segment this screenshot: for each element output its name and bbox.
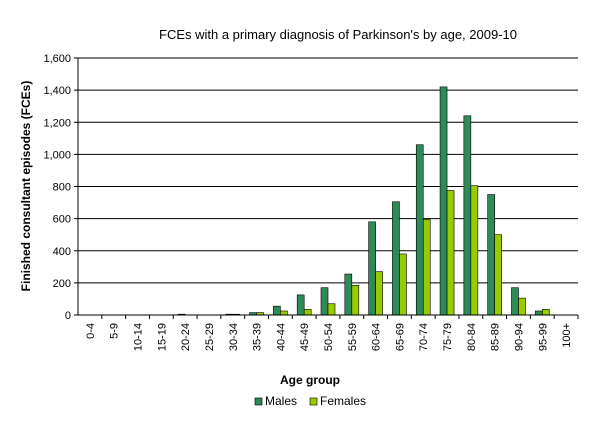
bar-females-85-89 (494, 234, 502, 316)
bar-males-45-49 (296, 294, 305, 316)
legend-label-females: Females (320, 394, 366, 408)
bar-females-80-84 (470, 185, 479, 316)
chart-title: FCEs with a primary diagnosis of Parkins… (159, 27, 517, 42)
y-tick-label: 1,400 (43, 85, 71, 97)
bar-males-50-54 (320, 287, 329, 316)
x-tick-label: 5-9 (109, 323, 121, 339)
y-tick-labels: 0 200 400 600 800 1,000 1,200 1,400 1,600 (43, 53, 71, 322)
bar-females-70-74 (422, 219, 431, 316)
x-tick-label: 35-39 (252, 323, 264, 351)
x-tick-label: 45-49 (299, 323, 311, 351)
x-tick-label: 60-64 (371, 323, 383, 351)
bar-males-85-89 (487, 194, 495, 316)
x-tick-label: 30-34 (228, 323, 240, 351)
bar-males-70-74 (415, 144, 424, 316)
x-tick-label: 90-94 (513, 323, 525, 351)
gridlines (78, 57, 578, 284)
y-tick-label: 800 (53, 182, 71, 194)
bar-females-90-94 (518, 297, 526, 316)
y-axis-title: Finished consultant episodes (FCEs) (19, 81, 33, 292)
y-tick-label: 1,000 (43, 149, 71, 161)
bars (177, 86, 550, 316)
legend: Males Females (254, 394, 366, 408)
x-tick-label: 50-54 (323, 323, 335, 351)
y-tick-label: 1,600 (43, 53, 71, 65)
bar-males-55-59 (344, 273, 353, 316)
x-tick-label: 15-19 (156, 323, 168, 351)
y-tick-label: 400 (53, 246, 71, 258)
bar-males-75-79 (439, 86, 448, 316)
x-tick-label: 80-84 (466, 323, 478, 351)
bar-males-95-99 (534, 310, 543, 316)
bar-females-65-69 (399, 253, 407, 316)
y-tick-label: 0 (65, 310, 71, 322)
legend-swatch-females (309, 397, 318, 406)
x-tick-label: 70-74 (418, 323, 430, 351)
y-tick-label: 1,200 (43, 117, 71, 129)
x-tick-label: 20-24 (180, 323, 192, 351)
x-tick-label: 10-14 (133, 323, 145, 351)
x-tick-label: 75-79 (442, 323, 454, 351)
bar-males-90-94 (511, 287, 519, 316)
legend-swatch-males (254, 397, 263, 406)
x-axis-title: Age group (280, 373, 340, 387)
x-tick-label: 85-89 (490, 323, 502, 351)
bar-males-80-84 (463, 115, 472, 316)
y-tick-label: 200 (53, 278, 71, 290)
bar-females-95-99 (541, 309, 550, 316)
legend-label-males: Males (265, 394, 297, 408)
bar-males-60-64 (368, 221, 376, 316)
x-tick-label: 25-29 (204, 323, 216, 351)
bar-males-40-44 (273, 305, 281, 316)
bar-females-40-44 (280, 310, 288, 316)
bar-females-50-54 (327, 303, 336, 316)
y-tick-label: 600 (53, 214, 71, 226)
x-tick-label: 65-69 (394, 323, 406, 351)
x-tick-labels: 0-4 5-9 10-14 15-19 20-24 25-29 30-34 35-39 40-4… (85, 323, 573, 351)
x-tick-label: 40-44 (275, 323, 287, 351)
bar-females-55-59 (351, 284, 360, 316)
x-tick-label: 55-59 (347, 323, 359, 351)
bar-males-65-69 (392, 201, 400, 316)
x-tick-label: 100+ (561, 323, 573, 348)
x-tick-label: 95-99 (537, 323, 549, 351)
x-tick-label: 0-4 (85, 323, 97, 339)
bar-females-75-79 (446, 190, 455, 316)
axes (74, 57, 579, 319)
bar-females-45-49 (303, 309, 312, 316)
bar-females-60-64 (375, 271, 383, 316)
